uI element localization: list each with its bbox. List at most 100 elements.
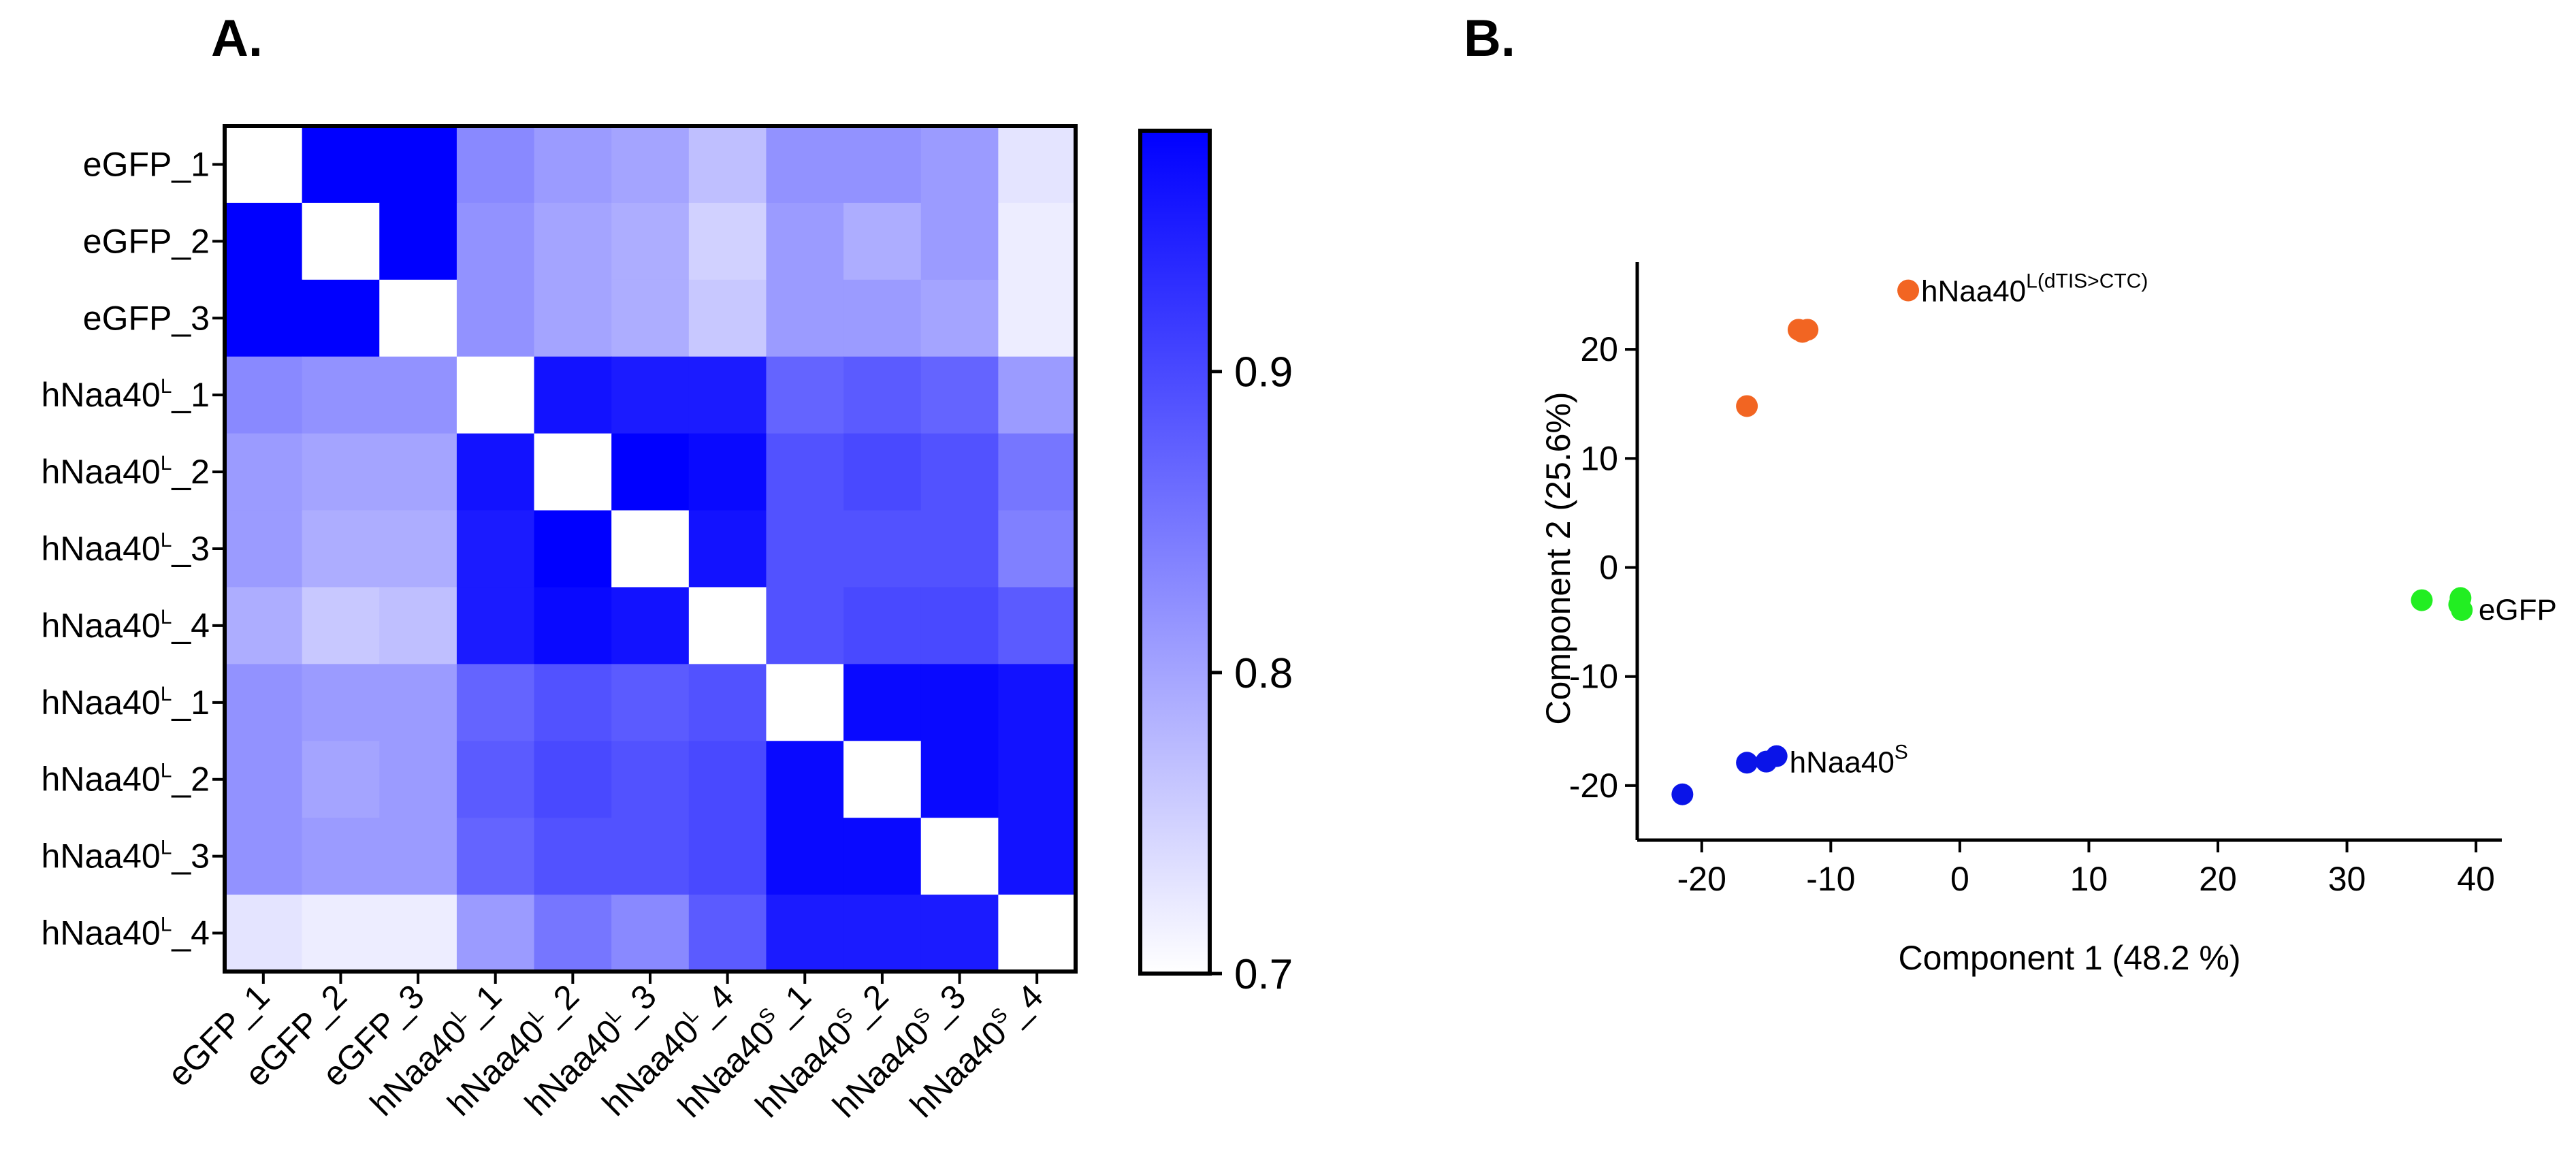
heatmap-cell bbox=[225, 202, 303, 280]
scatter-point bbox=[1765, 745, 1788, 767]
heatmap-cell bbox=[379, 587, 457, 664]
heatmap-cell bbox=[998, 126, 1076, 204]
heatmap-cell bbox=[225, 279, 303, 357]
label-superscript: L bbox=[161, 529, 172, 551]
heatmap-cell bbox=[534, 356, 612, 434]
label-base: hNaa40 bbox=[42, 914, 161, 952]
label-base: hNaa40 bbox=[42, 376, 161, 414]
heatmap-cell bbox=[998, 741, 1076, 818]
heatmap-cell bbox=[456, 741, 535, 818]
heatmap-cell bbox=[998, 279, 1076, 357]
label-suffix: _3 bbox=[171, 299, 210, 337]
heatmap-cell bbox=[920, 587, 999, 664]
label-base: eGFP bbox=[83, 299, 172, 337]
label-base: hNaa40 bbox=[42, 837, 161, 876]
x-tick-label: -10 bbox=[1806, 860, 1855, 898]
heatmap-cell bbox=[456, 279, 535, 357]
heatmap-cell bbox=[998, 202, 1076, 280]
heatmap-cell bbox=[225, 510, 303, 588]
heatmap-cell bbox=[688, 126, 767, 204]
heatmap-cell bbox=[611, 126, 690, 204]
heatmap-cell bbox=[766, 895, 844, 972]
label-suffix: _2 bbox=[171, 453, 210, 491]
heatmap-cell bbox=[920, 279, 999, 357]
series-label-superscript: L(dTIS>CTC) bbox=[2026, 270, 2148, 293]
heatmap-row-labels: eGFP_1eGFP_2eGFP_3hNaa40L_1hNaa40L_2hNaa… bbox=[42, 145, 225, 952]
heatmap-cell bbox=[688, 433, 767, 511]
heatmap-cell bbox=[611, 818, 690, 895]
heatmap-cell bbox=[534, 895, 612, 972]
label-superscript: L bbox=[161, 606, 172, 628]
heatmap-cell bbox=[843, 741, 922, 818]
heatmap-cell bbox=[456, 202, 535, 280]
heatmap-cell bbox=[611, 587, 690, 664]
label-superscript: L bbox=[161, 683, 172, 705]
heatmap-cell bbox=[225, 587, 303, 664]
heatmap-cell bbox=[379, 818, 457, 895]
scatter-point bbox=[2448, 593, 2470, 615]
heatmap-row-label: hNaa40L_3 bbox=[42, 837, 210, 876]
heatmap-cell bbox=[998, 433, 1076, 511]
heatmap-cell bbox=[534, 664, 612, 741]
heatmap-cell bbox=[688, 895, 767, 972]
label-base: hNaa40 bbox=[42, 453, 161, 491]
heatmap-cell bbox=[998, 587, 1076, 664]
scatter-point bbox=[1736, 395, 1758, 417]
series-label-name: eGFP bbox=[2479, 593, 2557, 626]
series-label-name: hNaa40 bbox=[1921, 275, 2026, 308]
heatmap-cell bbox=[534, 202, 612, 280]
heatmap-cell bbox=[920, 356, 999, 434]
heatmap-cell bbox=[225, 433, 303, 511]
heatmap-cell bbox=[998, 356, 1076, 434]
label-superscript: L bbox=[161, 837, 172, 859]
heatmap-cell bbox=[456, 587, 535, 664]
heatmap-cell bbox=[534, 510, 612, 588]
heatmap-cell bbox=[611, 664, 690, 741]
heatmap-cell bbox=[302, 587, 380, 664]
heatmap: eGFP_1eGFP_2eGFP_3hNaa40L_1hNaa40L_2hNaa… bbox=[42, 124, 1078, 1125]
heatmap-cell bbox=[843, 587, 922, 664]
heatmap-cell bbox=[998, 510, 1076, 588]
heatmap-cell bbox=[766, 202, 844, 280]
label-suffix: _2 bbox=[171, 760, 210, 799]
heatmap-cell bbox=[302, 818, 380, 895]
heatmap-row-label: hNaa40L_1 bbox=[42, 375, 210, 414]
heatmap-row-label: eGFP_1 bbox=[83, 145, 210, 183]
series-label-superscript: S bbox=[1895, 741, 1908, 764]
heatmap-cell bbox=[534, 741, 612, 818]
scatter-point bbox=[1897, 279, 1920, 302]
heatmap-cell bbox=[766, 587, 844, 664]
heatmap-cell bbox=[688, 664, 767, 741]
heatmap-cell bbox=[688, 356, 767, 434]
scatter-points bbox=[1671, 279, 2473, 805]
x-tick-label: 10 bbox=[2070, 860, 2108, 898]
series-labels: hNaa40L(dTIS>CTC) eGFP hNaa40S bbox=[1790, 270, 2557, 780]
scatter-point bbox=[2411, 589, 2433, 611]
label-suffix: _4 bbox=[171, 914, 210, 952]
series-label: hNaa40S bbox=[1790, 741, 1908, 780]
heatmap-row-label: hNaa40L_2 bbox=[42, 452, 210, 491]
heatmap-cell bbox=[534, 279, 612, 357]
y-axis-title: Component 2 (25.6%) bbox=[1539, 391, 1577, 724]
label-suffix: _4 bbox=[171, 607, 210, 645]
heatmap-cell bbox=[534, 818, 612, 895]
label-base: eGFP bbox=[83, 145, 172, 183]
x-tick-label: -20 bbox=[1677, 860, 1726, 898]
heatmap-row-label: hNaa40L_4 bbox=[42, 606, 210, 645]
heatmap-cell bbox=[611, 510, 690, 588]
heatmap-cells bbox=[225, 126, 1076, 972]
heatmap-cell bbox=[766, 741, 844, 818]
heatmap-cell bbox=[766, 126, 844, 204]
x-tick-label: 40 bbox=[2457, 860, 2495, 898]
heatmap-cell bbox=[688, 279, 767, 357]
heatmap-cell bbox=[998, 818, 1076, 895]
heatmap-cell bbox=[998, 664, 1076, 741]
heatmap-cell bbox=[379, 356, 457, 434]
heatmap-cell bbox=[456, 664, 535, 741]
y-tick-label: 20 bbox=[1580, 330, 1618, 368]
heatmap-cell bbox=[225, 664, 303, 741]
heatmap-cell bbox=[920, 818, 999, 895]
scatter-point bbox=[1791, 321, 1814, 343]
heatmap-cell bbox=[843, 895, 922, 972]
colorbar-gradient bbox=[1138, 129, 1212, 976]
